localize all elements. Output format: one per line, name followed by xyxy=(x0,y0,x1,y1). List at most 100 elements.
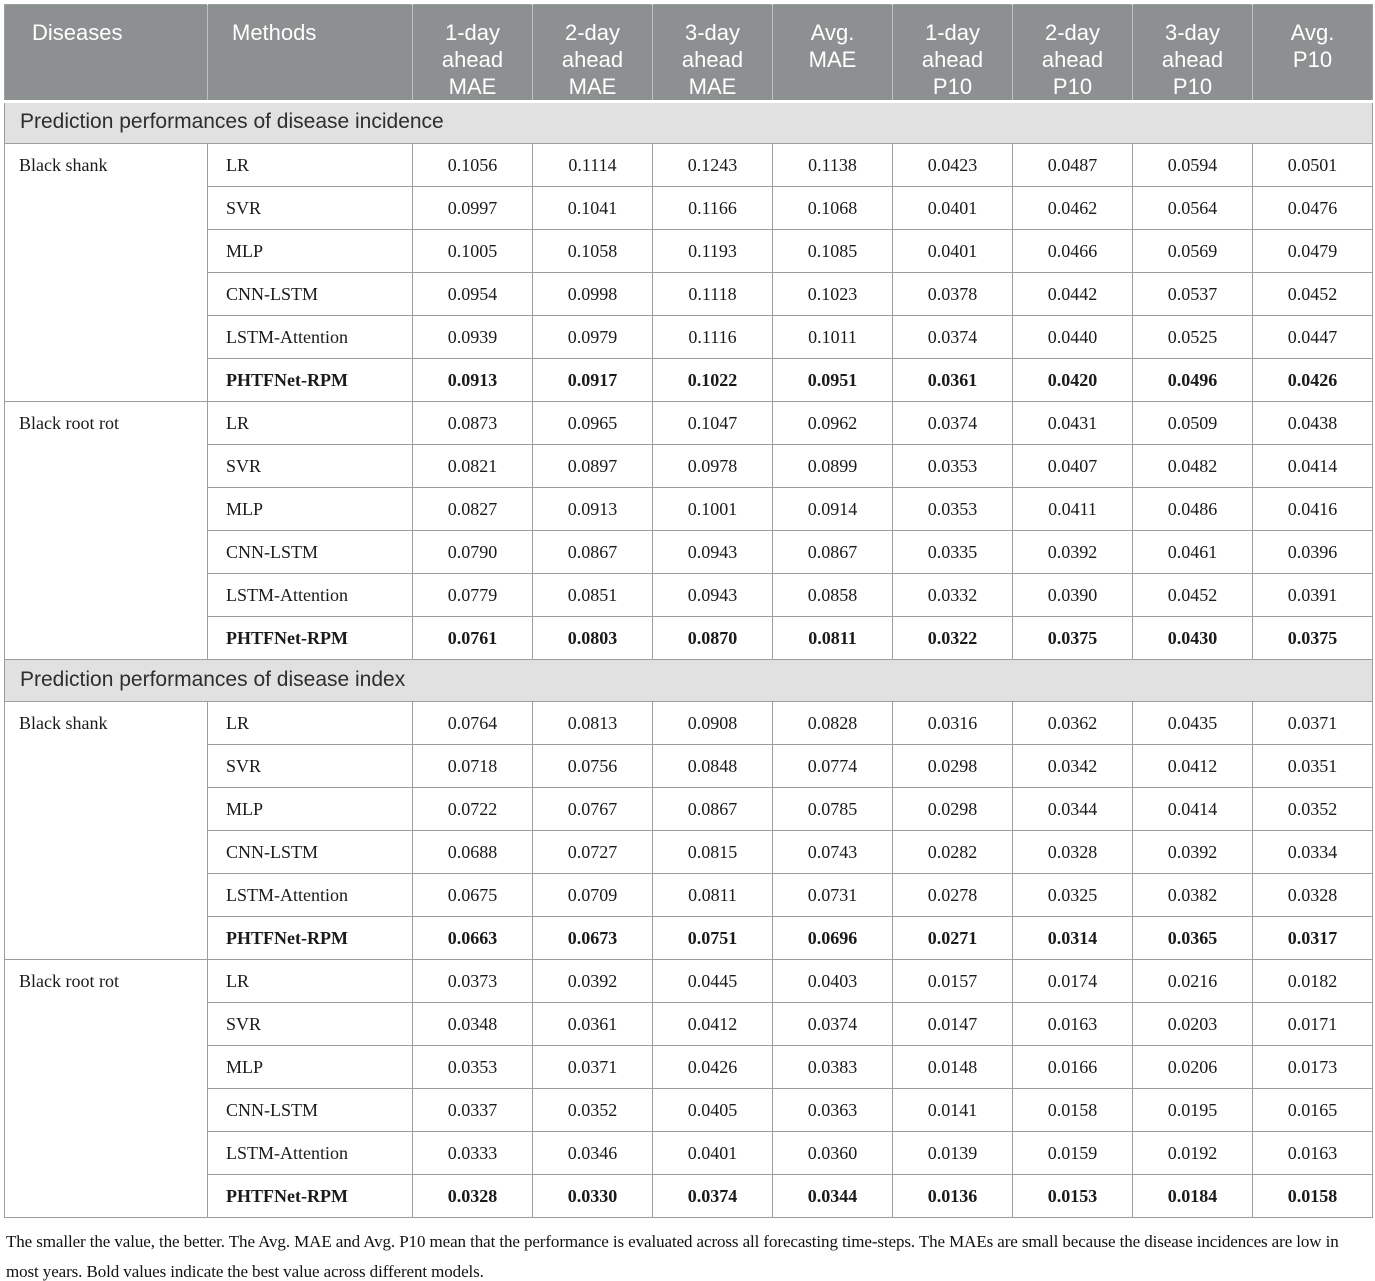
metric-value: 0.0195 xyxy=(1132,1088,1253,1133)
metric-value: 0.0335 xyxy=(892,530,1013,575)
metric-value: 0.0173 xyxy=(1252,1045,1373,1090)
metric-value: 0.1058 xyxy=(532,229,653,274)
metric-value: 0.0344 xyxy=(1012,787,1133,832)
metric-value: 0.0899 xyxy=(772,444,893,489)
table-row: PHTFNet-RPM 0.0913 0.0917 0.1022 0.0951 0.036… xyxy=(5,358,1373,403)
metric-value: 0.0182 xyxy=(1252,959,1373,1004)
metric-value: 0.0978 xyxy=(652,444,773,489)
metric-value: 0.0363 xyxy=(772,1088,893,1133)
metric-value: 0.1047 xyxy=(652,401,773,446)
metric-value: 0.0828 xyxy=(772,701,893,746)
metric-value: 0.0813 xyxy=(532,701,653,746)
disease-name: Black root rot xyxy=(4,959,208,1219)
method-name: SVR xyxy=(207,444,413,489)
metric-value: 0.0442 xyxy=(1012,272,1133,317)
metric-value: 0.0374 xyxy=(892,315,1013,360)
header-avg-mae: Avg. MAE xyxy=(772,4,893,104)
metric-value: 0.0371 xyxy=(532,1045,653,1090)
metric-value: 0.0159 xyxy=(1012,1131,1133,1176)
metric-value: 0.0727 xyxy=(532,830,653,875)
metric-value: 0.0330 xyxy=(532,1174,653,1219)
metric-value: 0.0166 xyxy=(1012,1045,1133,1090)
metric-value: 0.0426 xyxy=(1252,358,1373,403)
metric-value: 0.0352 xyxy=(532,1088,653,1133)
metric-value: 0.0401 xyxy=(892,186,1013,231)
metric-value: 0.0375 xyxy=(1012,616,1133,661)
metric-value: 0.0979 xyxy=(532,315,653,360)
metric-value: 0.0461 xyxy=(1132,530,1253,575)
metric-value: 0.0426 xyxy=(652,1045,773,1090)
metric-value: 0.0383 xyxy=(772,1045,893,1090)
metric-value: 0.0361 xyxy=(532,1002,653,1047)
metric-value: 0.0767 xyxy=(532,787,653,832)
metric-value: 0.0158 xyxy=(1252,1174,1373,1219)
metric-value: 0.0392 xyxy=(532,959,653,1004)
metric-value: 0.1116 xyxy=(652,315,773,360)
metric-value: 0.0373 xyxy=(412,959,533,1004)
table-row: MLP 0.0353 0.0371 0.0426 0.0383 0.0148 0.0166 0… xyxy=(5,1045,1373,1090)
method-name: MLP xyxy=(207,787,413,832)
metric-value: 0.0815 xyxy=(652,830,773,875)
method-name: CNN-LSTM xyxy=(207,830,413,875)
metric-value: 0.0998 xyxy=(532,272,653,317)
metric-value: 0.0374 xyxy=(892,401,1013,446)
metric-value: 0.0342 xyxy=(1012,744,1133,789)
table-row: SVR 0.0997 0.1041 0.1166 0.1068 0.0401 0.0462 0… xyxy=(5,186,1373,231)
method-name: LSTM-Attention xyxy=(207,573,413,618)
metric-value: 0.0416 xyxy=(1252,487,1373,532)
metric-value: 0.0913 xyxy=(412,358,533,403)
metric-value: 0.0867 xyxy=(652,787,773,832)
metric-value: 0.0298 xyxy=(892,744,1013,789)
metric-value: 0.0525 xyxy=(1132,315,1253,360)
metric-value: 0.0462 xyxy=(1012,186,1133,231)
table-row: Black shank LR 0.0764 0.0813 0.0908 0.0828 0.0… xyxy=(4,701,1373,961)
metric-value: 0.0157 xyxy=(892,959,1013,1004)
table-row: LSTM-Attention 0.0939 0.0979 0.1116 0.1011 0.… xyxy=(5,315,1373,360)
header-3day-p10: 3-day ahead P10 xyxy=(1132,4,1253,104)
metric-value: 0.0282 xyxy=(892,830,1013,875)
metric-value: 0.0414 xyxy=(1252,444,1373,489)
header-row: Diseases Methods 1-day ahead MAE 2-day a… xyxy=(4,4,1373,104)
method-name: MLP xyxy=(207,487,413,532)
metric-value: 0.0867 xyxy=(772,530,893,575)
table-row: SVR 0.0821 0.0897 0.0978 0.0899 0.0353 0.0407 0… xyxy=(5,444,1373,489)
metric-value: 0.0206 xyxy=(1132,1045,1253,1090)
metric-value: 0.0411 xyxy=(1012,487,1133,532)
metric-value: 0.0914 xyxy=(772,487,893,532)
metric-value: 0.1118 xyxy=(652,272,773,317)
metric-value: 0.1085 xyxy=(772,229,893,274)
method-name: CNN-LSTM xyxy=(207,530,413,575)
metric-value: 0.0447 xyxy=(1252,315,1373,360)
metric-value: 0.0870 xyxy=(652,616,773,661)
metric-value: 0.0790 xyxy=(412,530,533,575)
metric-value: 0.0153 xyxy=(1012,1174,1133,1219)
table-row: Black shank LR 0.1056 0.1114 0.1243 0.1138 0.0… xyxy=(4,143,1373,403)
metric-value: 0.0344 xyxy=(772,1174,893,1219)
table-row: MLP 0.1005 0.1058 0.1193 0.1085 0.0401 0.0466 0… xyxy=(5,229,1373,274)
metric-value: 0.0943 xyxy=(652,530,773,575)
section-row: Prediction performances of disease incid… xyxy=(4,101,1373,145)
metric-value: 0.0756 xyxy=(532,744,653,789)
table-header: Diseases Methods 1-day ahead MAE 2-day a… xyxy=(4,4,1373,104)
metric-value: 0.0917 xyxy=(532,358,653,403)
metric-value: 0.0696 xyxy=(772,916,893,961)
metric-value: 0.0334 xyxy=(1252,830,1373,875)
metric-value: 0.0353 xyxy=(892,487,1013,532)
metric-value: 0.0412 xyxy=(652,1002,773,1047)
metric-value: 0.0141 xyxy=(892,1088,1013,1133)
metric-value: 0.0943 xyxy=(652,573,773,618)
metric-value: 0.0278 xyxy=(892,873,1013,918)
table-row: Black root rot LR 0.0873 0.0965 0.1047 0.0962… xyxy=(4,401,1373,661)
metric-value: 0.0509 xyxy=(1132,401,1253,446)
metric-value: 0.0764 xyxy=(412,701,533,746)
metric-value: 0.1243 xyxy=(652,143,773,188)
metric-value: 0.0333 xyxy=(412,1131,533,1176)
disease-name: Black shank xyxy=(4,701,208,961)
metric-value: 0.0371 xyxy=(1252,701,1373,746)
metric-value: 0.0997 xyxy=(412,186,533,231)
metric-value: 0.0391 xyxy=(1252,573,1373,618)
header-3day-mae: 3-day ahead MAE xyxy=(652,4,773,104)
header-diseases: Diseases xyxy=(4,4,208,104)
metric-value: 0.0709 xyxy=(532,873,653,918)
table-row: LSTM-Attention 0.0333 0.0346 0.0401 0.0360 0.… xyxy=(5,1131,1373,1176)
